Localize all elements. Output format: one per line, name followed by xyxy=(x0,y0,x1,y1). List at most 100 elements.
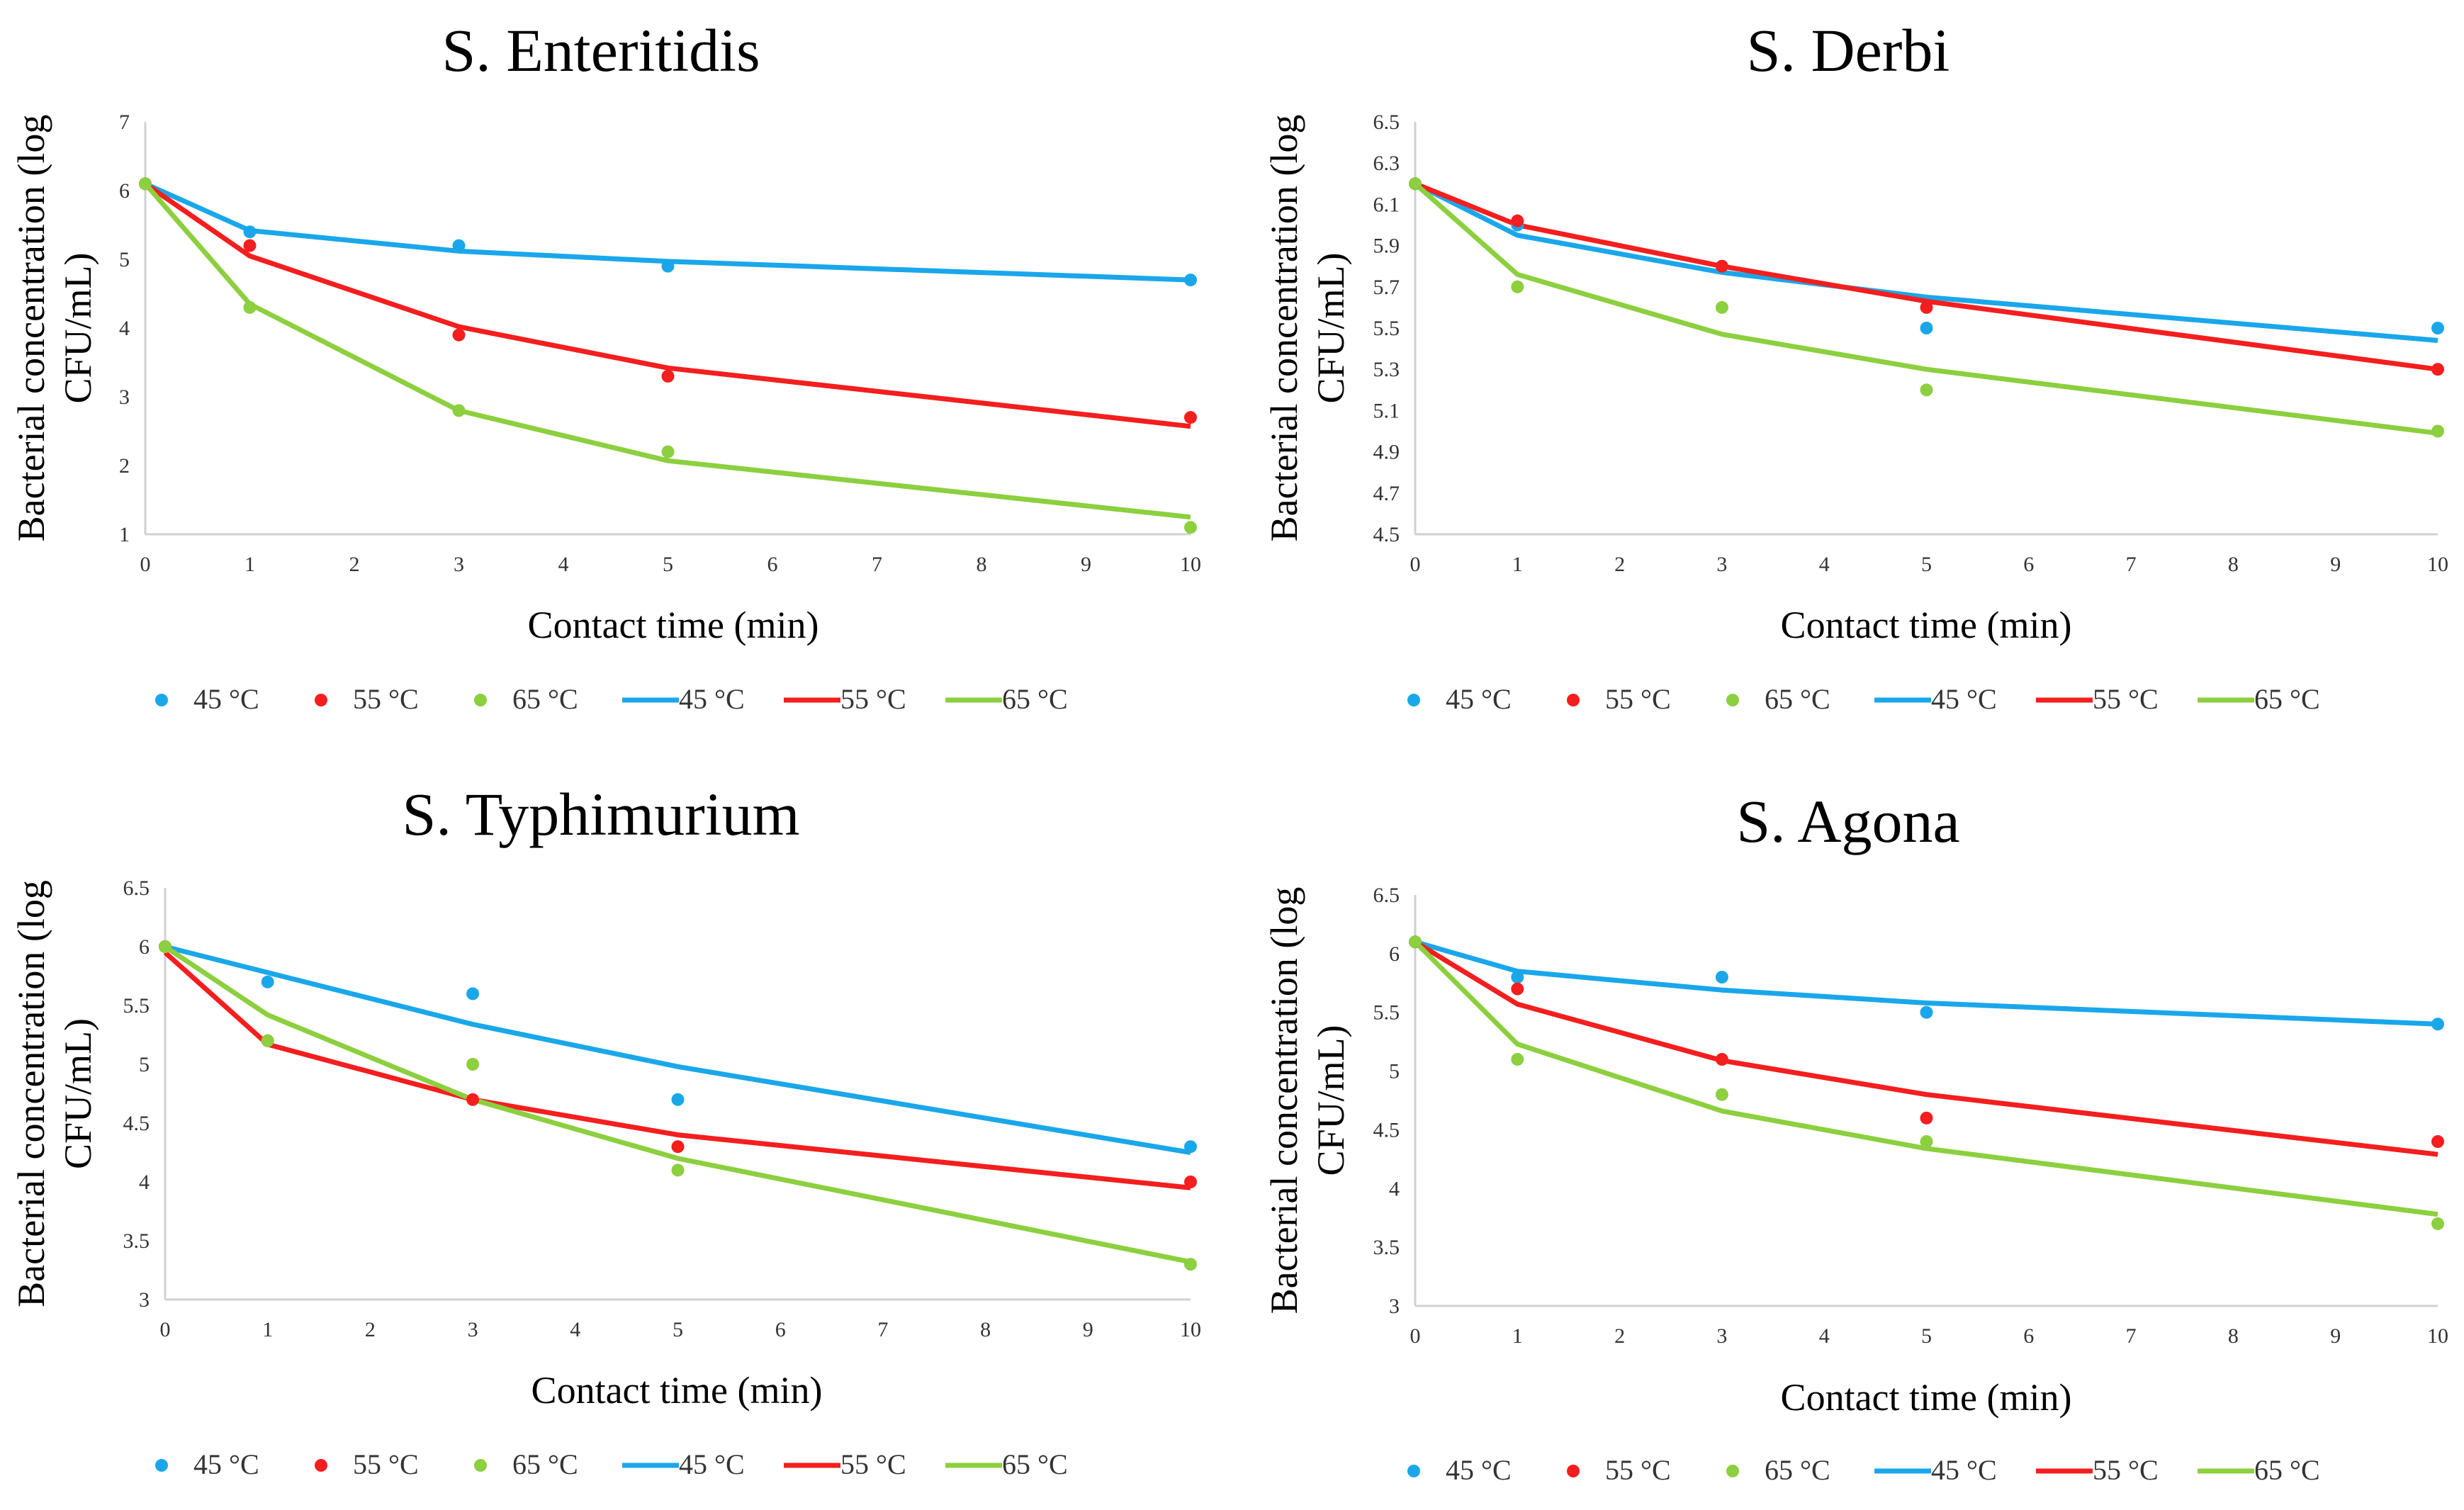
legend-label: 45 °C xyxy=(193,1448,259,1480)
data-point-2 xyxy=(2431,1217,2444,1230)
x-tick-label: 8 xyxy=(977,553,987,576)
x-tick-label: 9 xyxy=(2330,553,2341,576)
data-point-2 xyxy=(1920,1135,1933,1148)
data-point-2 xyxy=(139,177,152,191)
y-tick-label: 5 xyxy=(119,248,130,271)
legend-label: 65 °C xyxy=(1765,1454,1830,1486)
legend-label: 55 °C xyxy=(2093,683,2159,715)
x-tick-label: 5 xyxy=(1921,1324,1932,1348)
fit-line-1 xyxy=(1414,181,2438,372)
data-point-1 xyxy=(1715,259,1728,273)
legend-label: 55 °C xyxy=(1605,683,1671,715)
y-axis-title-line2: CFU/mL) xyxy=(1310,252,1352,403)
data-point-2 xyxy=(466,1058,480,1071)
x-tick-label: 5 xyxy=(1921,553,1932,576)
x-tick-label: 10 xyxy=(1180,553,1201,576)
legend-marker-0 xyxy=(155,1459,168,1472)
data-point-1 xyxy=(1184,411,1197,424)
legend-label: 55 °C xyxy=(353,683,419,715)
x-tick-label: 1 xyxy=(262,1318,273,1341)
y-tick-label: 5.7 xyxy=(1373,276,1400,299)
legend-label: 65 °C xyxy=(512,1448,578,1480)
legend-marker-0 xyxy=(1407,1465,1420,1477)
data-point-2 xyxy=(1184,1258,1197,1271)
y-tick-label: 6.1 xyxy=(1373,193,1400,216)
legend-marker-0 xyxy=(155,694,168,706)
fit-line-0 xyxy=(164,944,1191,1155)
legend-label: 65 °C xyxy=(1002,1448,1068,1480)
x-tick-label: 6 xyxy=(775,1318,786,1341)
data-point-0 xyxy=(671,1093,685,1106)
legend-marker-1 xyxy=(1567,1465,1580,1477)
x-tick-label: 10 xyxy=(2427,1324,2448,1348)
y-tick-label: 3 xyxy=(119,385,130,409)
y-tick-label: 7 xyxy=(119,111,130,134)
x-tick-label: 1 xyxy=(1512,553,1523,576)
data-point-1 xyxy=(1511,982,1524,996)
x-tick-label: 10 xyxy=(1180,1318,1201,1341)
x-tick-label: 10 xyxy=(2427,553,2448,576)
y-tick-label: 3 xyxy=(139,1288,150,1312)
y-tick-label: 3.5 xyxy=(123,1229,150,1253)
y-tick-label: 6 xyxy=(139,935,150,959)
chart-title: S. Derbi xyxy=(1747,16,1950,84)
y-axis-title-line1: Bacterial concentration (log xyxy=(10,880,52,1307)
x-axis-title: Contact time (min) xyxy=(1781,1376,2072,1419)
x-tick-label: 3 xyxy=(1716,1324,1727,1348)
data-point-1 xyxy=(466,1093,480,1106)
data-point-2 xyxy=(1920,383,1933,397)
y-tick-label: 5.9 xyxy=(1373,235,1400,258)
y-tick-label: 6 xyxy=(1389,942,1400,966)
fit-line-0 xyxy=(1414,181,2438,343)
chart-title: S. Enteritidis xyxy=(441,16,760,84)
x-tick-label: 1 xyxy=(1512,1324,1523,1348)
data-point-0 xyxy=(2431,322,2444,334)
y-tick-label: 4.5 xyxy=(1373,1118,1400,1142)
x-tick-label: 8 xyxy=(980,1318,991,1341)
data-point-0 xyxy=(1920,1005,1933,1019)
x-tick-label: 4 xyxy=(1819,1324,1830,1348)
legend-marker-2 xyxy=(1726,1465,1739,1477)
legend-label: 45 °C xyxy=(1931,683,1997,715)
x-tick-label: 3 xyxy=(1716,553,1727,576)
x-tick-label: 6 xyxy=(2023,553,2034,576)
data-point-2 xyxy=(1409,177,1422,191)
legend-label: 55 °C xyxy=(1605,1454,1671,1486)
legend-marker-1 xyxy=(315,694,327,706)
x-tick-label: 5 xyxy=(663,553,673,576)
legend-label: 55 °C xyxy=(2093,1454,2159,1486)
data-point-1 xyxy=(1511,214,1524,227)
data-point-1 xyxy=(661,369,675,383)
legend-label: 65 °C xyxy=(1765,683,1830,715)
data-point-1 xyxy=(452,328,466,342)
x-tick-label: 4 xyxy=(1819,553,1830,576)
x-tick-label: 2 xyxy=(349,553,360,576)
y-tick-label: 4.7 xyxy=(1373,482,1400,505)
data-point-2 xyxy=(1715,1088,1728,1101)
y-tick-label: 5.5 xyxy=(1373,1001,1400,1025)
data-point-0 xyxy=(1184,274,1197,287)
x-tick-label: 9 xyxy=(1081,553,1091,576)
x-tick-label: 7 xyxy=(2126,553,2137,576)
y-tick-label: 4 xyxy=(139,1171,150,1194)
data-point-0 xyxy=(466,987,480,1001)
x-tick-label: 3 xyxy=(454,553,464,576)
legend-label: 65 °C xyxy=(2254,683,2320,715)
chart-title: S. Agona xyxy=(1736,787,1959,855)
legend-label: 45 °C xyxy=(679,1448,745,1480)
data-point-2 xyxy=(159,940,171,953)
y-tick-label: 6.5 xyxy=(1373,111,1400,134)
x-axis-title: Contact time (min) xyxy=(1781,604,2072,646)
data-point-2 xyxy=(1511,280,1524,293)
x-tick-label: 0 xyxy=(160,1318,171,1341)
x-tick-label: 0 xyxy=(1410,1324,1421,1348)
y-axis-title-line1: Bacterial concentration (log xyxy=(1263,887,1305,1314)
data-point-1 xyxy=(243,239,257,252)
legend-label: 55 °C xyxy=(840,1448,906,1480)
y-axis-title-line1: Bacterial concentration (log xyxy=(1263,115,1305,542)
legend-label: 45 °C xyxy=(1931,1454,1997,1486)
data-point-2 xyxy=(1511,1053,1524,1066)
data-point-2 xyxy=(261,1034,274,1047)
y-tick-label: 6.3 xyxy=(1373,152,1400,175)
